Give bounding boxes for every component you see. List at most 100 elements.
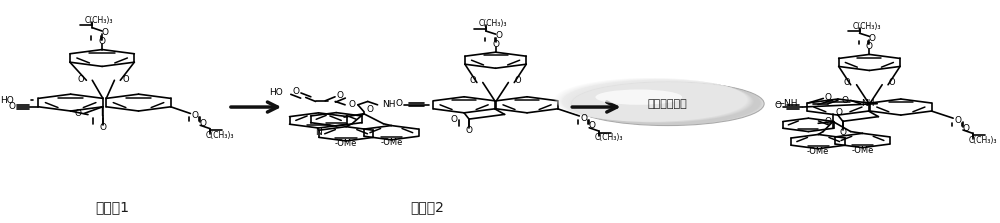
Text: C(CH₃)₃: C(CH₃)₃ [595,133,623,142]
Ellipse shape [566,81,758,124]
Ellipse shape [564,80,756,124]
Ellipse shape [558,79,751,122]
Ellipse shape [562,80,755,124]
Ellipse shape [565,81,758,124]
Text: O: O [774,101,781,110]
Text: O: O [470,76,476,85]
Text: C(CH₃)₃: C(CH₃)₃ [852,22,881,31]
Text: 化合物1: 化合物1 [95,200,129,214]
Ellipse shape [568,81,761,125]
Text: O: O [451,115,458,124]
Ellipse shape [566,81,759,124]
Text: O: O [75,109,82,118]
Ellipse shape [560,79,753,123]
Ellipse shape [567,81,760,125]
Ellipse shape [565,81,758,124]
Ellipse shape [557,78,750,122]
Text: O: O [869,34,876,43]
Ellipse shape [555,78,748,122]
Ellipse shape [568,81,761,125]
Ellipse shape [559,79,752,123]
Text: O: O [366,105,373,114]
Ellipse shape [563,80,755,124]
Text: C(CH₃)₃: C(CH₃)₃ [85,16,113,25]
Text: O: O [581,114,588,123]
Text: O: O [192,111,199,120]
Text: -OMe: -OMe [851,146,874,155]
Ellipse shape [563,80,756,124]
Ellipse shape [561,80,754,123]
Ellipse shape [557,79,750,122]
Text: O: O [466,126,473,135]
Ellipse shape [567,81,759,124]
Text: O: O [962,124,969,133]
Text: O: O [889,78,895,87]
Text: -OMe: -OMe [380,138,403,147]
Ellipse shape [570,81,762,125]
Text: -OMe: -OMe [335,139,357,148]
Text: N: N [315,128,322,136]
Ellipse shape [570,82,763,125]
Text: O: O [839,128,846,137]
Ellipse shape [566,81,759,124]
Ellipse shape [556,78,748,122]
Text: -OMe: -OMe [807,147,829,156]
Text: O: O [292,87,299,96]
Ellipse shape [561,79,753,123]
Text: O: O [843,78,850,87]
Ellipse shape [556,78,749,122]
Text: O: O [835,108,842,117]
Text: NH: NH [861,99,874,108]
Text: O: O [841,96,848,105]
Ellipse shape [563,80,756,124]
Ellipse shape [559,79,752,123]
Ellipse shape [565,80,757,124]
Ellipse shape [557,79,750,122]
Ellipse shape [557,78,749,122]
Ellipse shape [561,80,754,123]
Text: C(CH₃)₃: C(CH₃)₃ [968,136,997,145]
Ellipse shape [555,78,748,122]
Text: O: O [825,93,832,101]
Text: O: O [396,99,403,107]
Ellipse shape [571,82,764,126]
Text: O: O [955,116,962,125]
Text: 化合物2: 化合物2 [410,200,444,214]
Ellipse shape [564,80,757,124]
Ellipse shape [562,80,755,123]
Ellipse shape [566,81,759,124]
Ellipse shape [564,80,757,124]
Text: O: O [99,37,106,46]
Text: O: O [348,100,355,109]
Ellipse shape [570,82,763,125]
Ellipse shape [571,82,764,126]
Ellipse shape [568,81,760,125]
Ellipse shape [564,80,757,124]
Text: O: O [492,40,499,49]
Ellipse shape [558,79,751,122]
Text: C(CH₃)₃: C(CH₃)₃ [206,131,234,140]
Ellipse shape [569,81,762,125]
Ellipse shape [559,79,751,123]
Ellipse shape [569,81,762,125]
Text: O: O [123,75,130,84]
Text: C(CH₃)₃: C(CH₃)₃ [478,19,507,28]
Ellipse shape [569,81,762,125]
Text: O: O [102,28,109,37]
Text: O: O [337,91,344,100]
Text: O: O [495,31,502,40]
Text: O: O [825,117,832,126]
Ellipse shape [559,79,752,123]
Ellipse shape [567,81,760,125]
Text: O: O [8,102,15,111]
Text: 多孔玻璃微球: 多孔玻璃微球 [648,99,688,109]
Ellipse shape [555,78,748,122]
Text: HO: HO [0,96,14,105]
Text: HO: HO [269,89,283,97]
Ellipse shape [571,82,764,125]
Text: O: O [77,75,84,84]
Ellipse shape [555,78,747,122]
Ellipse shape [570,82,763,125]
Ellipse shape [571,82,764,126]
Ellipse shape [558,79,751,123]
